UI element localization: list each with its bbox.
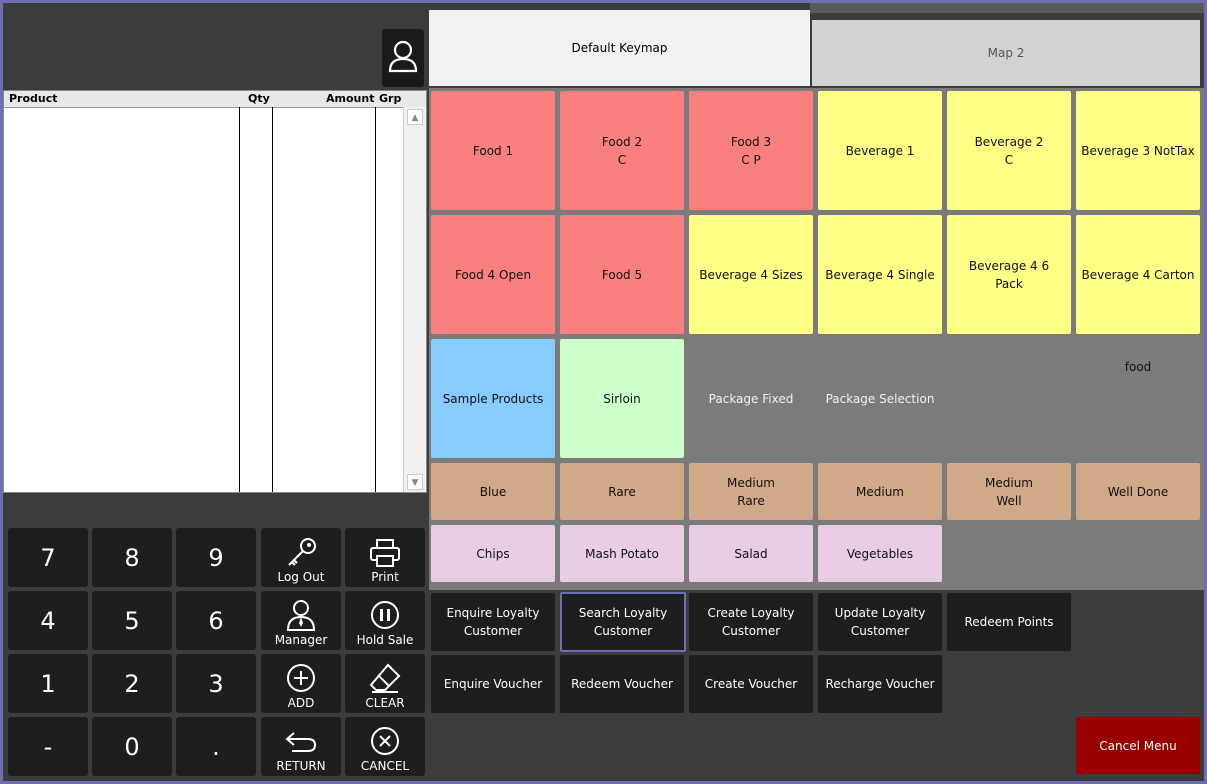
key-package-selection[interactable]: Package Selection	[825, 391, 935, 406]
key-3[interactable]: 3	[176, 654, 256, 713]
key-salad[interactable]: Salad	[689, 525, 813, 582]
key-sirloin[interactable]: Sirloin	[560, 339, 684, 458]
cancel-button[interactable]: CANCEL	[345, 717, 425, 776]
redeem-voucher-button[interactable]: Redeem Voucher	[560, 655, 684, 713]
hold-sale-button[interactable]: Hold Sale	[345, 591, 425, 650]
grid-header: Product Qty Amount Grp	[4, 91, 426, 108]
tab-strip	[810, 3, 1204, 13]
key-vegetables[interactable]: Vegetables	[818, 525, 942, 582]
cancel-label: CANCEL	[360, 759, 410, 773]
key-beverage-4-single[interactable]: Beverage 4 Single	[818, 215, 942, 334]
key-9[interactable]: 9	[176, 528, 256, 587]
add-button[interactable]: ADD	[261, 654, 341, 713]
scroll-up-icon[interactable]: ▲	[407, 109, 423, 125]
printer-icon	[370, 539, 400, 567]
key-beverage-1[interactable]: Beverage 1	[818, 91, 942, 210]
product-keys-area	[429, 88, 1204, 590]
manager-icon	[286, 600, 316, 631]
key-package-fixed[interactable]: Package Fixed	[708, 391, 794, 406]
key-beverage-2[interactable]: Beverage 2 C	[947, 91, 1071, 210]
col-header-product: Product	[9, 92, 58, 105]
key-7[interactable]: 7	[8, 528, 88, 587]
return-button[interactable]: RETURN	[261, 717, 341, 776]
enquire-loyalty-customer-button[interactable]: Enquire Loyalty Customer	[431, 593, 555, 651]
key-food-4-open[interactable]: Food 4 Open	[431, 215, 555, 334]
key-food-5[interactable]: Food 5	[560, 215, 684, 334]
user-button[interactable]	[382, 29, 424, 87]
recharge-voucher-button[interactable]: Recharge Voucher	[818, 655, 942, 713]
food-label: food	[1124, 360, 1152, 374]
key-food-2[interactable]: Food 2 C	[560, 91, 684, 210]
key-4[interactable]: 4	[8, 591, 88, 650]
loyalty-voucher-area	[429, 590, 1204, 781]
user-icon	[388, 39, 418, 77]
return-label: RETURN	[276, 759, 326, 773]
sale-items-grid[interactable]: Product Qty Amount Grp ▲ ▼	[3, 90, 427, 493]
key-medium[interactable]: Medium	[818, 463, 942, 520]
col-header-amount: Amount	[326, 92, 375, 105]
clear-button[interactable]: CLEAR	[345, 654, 425, 713]
col-header-qty: Qty	[248, 92, 270, 105]
tab-map-2[interactable]: Map 2	[812, 20, 1200, 86]
plus-circle-icon	[287, 664, 315, 692]
logout-label: Log Out	[277, 570, 325, 584]
eraser-icon	[369, 663, 401, 693]
col-header-grp: Grp	[379, 92, 402, 105]
scroll-down-icon[interactable]: ▼	[407, 474, 423, 490]
grid-scrollbar[interactable]: ▲ ▼	[403, 107, 426, 492]
manager-label: Manager	[274, 633, 328, 647]
key-beverage-4-carton[interactable]: Beverage 4 Carton	[1076, 215, 1200, 334]
column-divider	[239, 107, 240, 492]
key-5[interactable]: 5	[92, 591, 172, 650]
enquire-voucher-button[interactable]: Enquire Voucher	[431, 655, 555, 713]
key-6[interactable]: 6	[176, 591, 256, 650]
create-voucher-button[interactable]: Create Voucher	[689, 655, 813, 713]
update-loyalty-customer-button[interactable]: Update Loyalty Customer	[818, 593, 942, 651]
key-beverage-3-nottax[interactable]: Beverage 3 NotTax	[1076, 91, 1200, 210]
tab-default-keymap[interactable]: Default Keymap	[429, 10, 810, 86]
search-loyalty-customer-button[interactable]: Search Loyalty Customer	[560, 592, 686, 652]
pause-icon	[371, 601, 399, 629]
column-divider	[272, 107, 273, 492]
key-well-done[interactable]: Well Done	[1076, 463, 1200, 520]
print-label: Print	[371, 570, 399, 584]
key-minus[interactable]: -	[8, 717, 88, 776]
key-medium-well[interactable]: Medium Well	[947, 463, 1071, 520]
header-area	[3, 3, 427, 90]
key-1[interactable]: 1	[8, 654, 88, 713]
clear-label: CLEAR	[365, 696, 405, 710]
logout-button[interactable]: Log Out	[261, 528, 341, 587]
key-icon	[288, 538, 316, 566]
column-divider	[375, 107, 376, 492]
key-rare[interactable]: Rare	[560, 463, 684, 520]
key-mash-potato[interactable]: Mash Potato	[560, 525, 684, 582]
cancel-menu-button[interactable]: Cancel Menu	[1076, 717, 1200, 774]
create-loyalty-customer-button[interactable]: Create Loyalty Customer	[689, 593, 813, 651]
key-food-1[interactable]: Food 1	[431, 91, 555, 210]
redeem-points-button[interactable]: Redeem Points	[947, 593, 1071, 651]
return-arrow-icon	[285, 732, 317, 752]
key-food-3[interactable]: Food 3 C P	[689, 91, 813, 210]
key-chips[interactable]: Chips	[431, 525, 555, 582]
key-2[interactable]: 2	[92, 654, 172, 713]
key-medium-rare[interactable]: Medium Rare	[689, 463, 813, 520]
hold-sale-label: Hold Sale	[356, 633, 414, 647]
key-sample-products[interactable]: Sample Products	[431, 339, 555, 458]
key-beverage-4-6-pack[interactable]: Beverage 4 6 Pack	[947, 215, 1071, 334]
key-beverage-4-sizes[interactable]: Beverage 4 Sizes	[689, 215, 813, 334]
print-button[interactable]: Print	[345, 528, 425, 587]
key-8[interactable]: 8	[92, 528, 172, 587]
cancel-circle-icon	[371, 727, 399, 755]
key-blue[interactable]: Blue	[431, 463, 555, 520]
key-0[interactable]: 0	[92, 717, 172, 776]
add-label: ADD	[287, 696, 315, 710]
manager-button[interactable]: Manager	[261, 591, 341, 650]
key-dot[interactable]: .	[176, 717, 256, 776]
